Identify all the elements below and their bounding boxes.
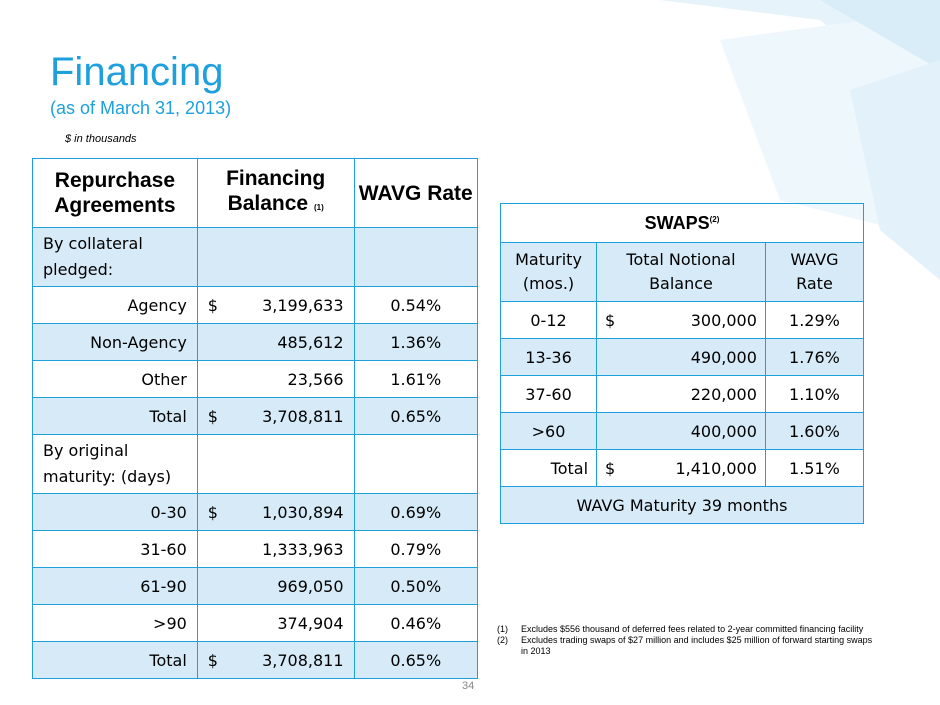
- section-label: By original maturity: (days): [32, 434, 198, 494]
- footnotes: (1) Excludes $556 thousand of deferred fe…: [497, 624, 877, 657]
- footnote: (1) Excludes $556 thousand of deferred fe…: [497, 624, 864, 634]
- table-row: 37-60 220,000 1.10%: [499, 375, 865, 413]
- section-label: By collateral pledged:: [32, 227, 198, 287]
- footnote-ref: (1): [313, 203, 324, 212]
- table-row: Agency $3,199,633 0.54%: [32, 286, 478, 324]
- footnote-ref: (2): [709, 214, 720, 224]
- page-subtitle: (as of March 31, 2013): [50, 98, 232, 118]
- table-row-total: Total $3,708,811 0.65%: [32, 397, 478, 435]
- table-row: 61-90 969,050 0.50%: [32, 567, 478, 605]
- table-header-row: Repurchase Agreements Financing Balance …: [32, 158, 478, 228]
- repurchase-agreements-table: Repurchase Agreements Financing Balance …: [32, 158, 478, 679]
- table-row: 13-36 490,000 1.76%: [499, 338, 865, 376]
- section-row: By collateral pledged:: [32, 227, 478, 287]
- swaps-footer-row: WAVG Maturity 39 months: [500, 486, 864, 524]
- units-note: $ in thousands: [65, 133, 137, 145]
- table-row: 31-60 1,333,963 0.79%: [32, 530, 478, 568]
- table-row-total: Total $3,708,811 0.65%: [32, 641, 478, 679]
- swaps-table: SWAPS(2) Maturity (mos.) Total Notional …: [499, 203, 865, 524]
- table-row: Non-Agency 485,612 1.36%: [32, 323, 478, 361]
- swaps-title: SWAPS(2): [500, 203, 864, 243]
- header-wavg-rate: WAVG Rate: [353, 158, 478, 228]
- table-row: >60 400,000 1.60%: [499, 412, 865, 450]
- table-row-total: Total $1,410,000 1.51%: [499, 449, 865, 487]
- decorative-background-shapes: [660, 0, 940, 280]
- header-financing-balance: Financing Balance (1): [196, 158, 355, 228]
- table-row: 0-30 $1,030,894 0.69%: [32, 493, 478, 531]
- table-header-row: Maturity (mos.) Total Notional Balance W…: [499, 242, 865, 302]
- page-title: Financing: [50, 50, 224, 94]
- footnote: (2) Excludes trading swaps of $27 million…: [497, 635, 873, 656]
- header-repurchase: Repurchase Agreements: [32, 158, 198, 228]
- page-number: 34: [462, 680, 475, 692]
- section-row: By original maturity: (days): [32, 434, 478, 494]
- table-row: 0-12 $300,000 1.29%: [499, 301, 865, 339]
- table-row: Other 23,566 1.61%: [32, 360, 478, 398]
- table-row: >90 374,904 0.46%: [32, 604, 478, 642]
